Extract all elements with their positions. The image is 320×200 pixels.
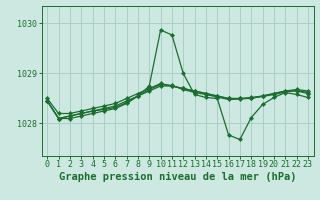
X-axis label: Graphe pression niveau de la mer (hPa): Graphe pression niveau de la mer (hPa) <box>59 172 296 182</box>
